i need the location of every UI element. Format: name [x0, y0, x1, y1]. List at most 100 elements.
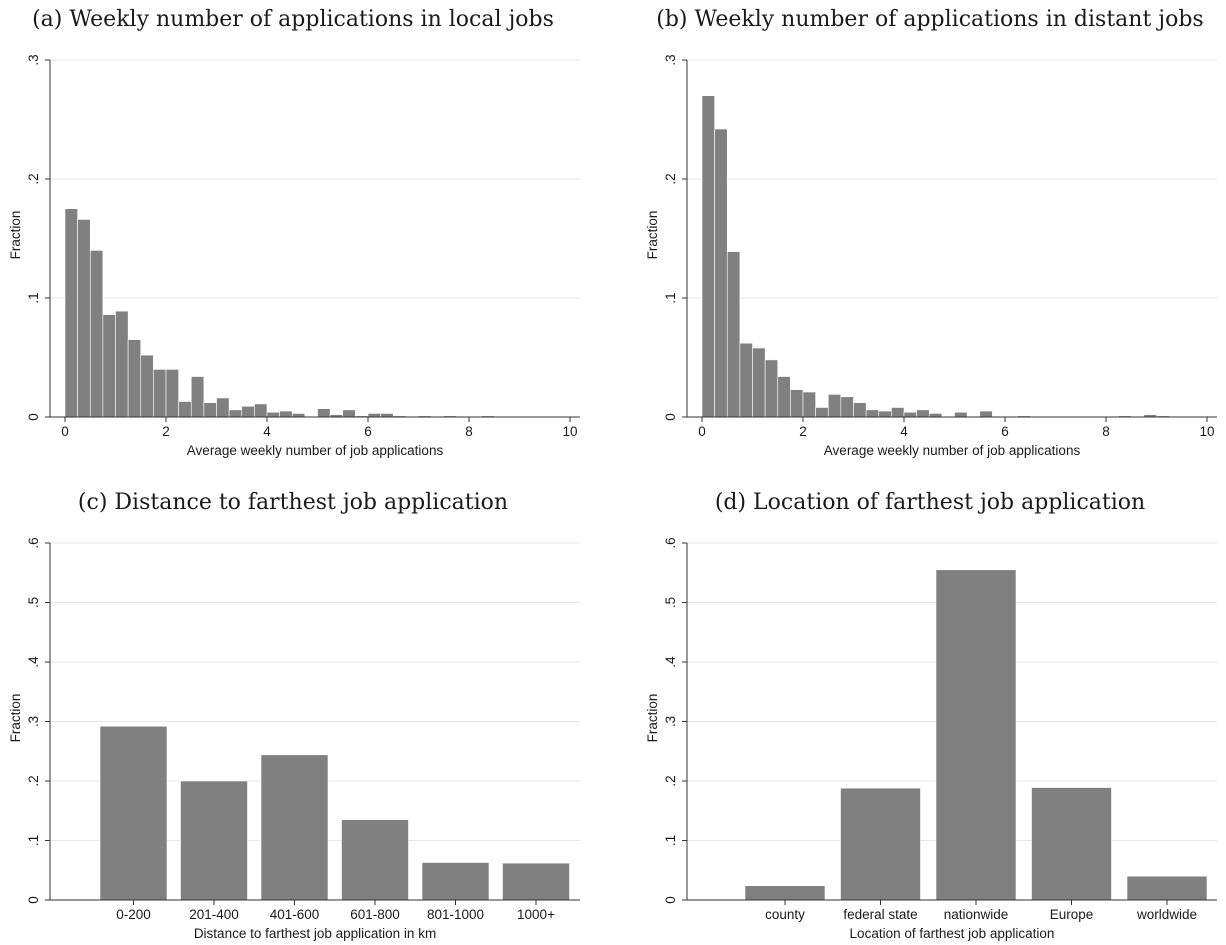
panel-a-histogram-bar: [115, 310, 129, 418]
panel-a-y-tick-label: .2: [26, 173, 41, 184]
panel-d-y-tick-label: .2: [663, 775, 678, 786]
panel-d-y-tick-label: .5: [663, 597, 678, 608]
panel-d-y-tick-label: .1: [663, 835, 678, 846]
panel-a-histogram-bar: [367, 413, 381, 418]
panel-c-bar-601-800: [341, 819, 409, 901]
panel-b-x-tick-label: 4: [900, 424, 908, 439]
panel-a-x-tick-label: 4: [263, 424, 271, 439]
panel-d-y-tick-label: .6: [663, 537, 678, 548]
panel-b-histogram-bar: [701, 95, 715, 418]
panel-b-y-tick-label: .3: [663, 54, 678, 65]
panel-a-y-tick-label: 0: [26, 413, 41, 421]
panel-b-histogram-bar: [815, 407, 829, 418]
panel-b-histogram-bar: [853, 402, 867, 418]
panel-a-histogram-bar: [190, 376, 205, 418]
panel-a-histogram-bar: [291, 413, 306, 418]
panel-b-gridlines: [687, 59, 1217, 299]
panel-b-histogram-bar: [891, 407, 905, 418]
panel-d-y-tick-label: .3: [663, 716, 678, 727]
panel-a-x-tick-label: 10: [562, 424, 577, 439]
panel-a-histogram-bar: [228, 409, 243, 418]
panel-c-x-tick-label: 0-200: [116, 907, 151, 922]
panel-a-histogram-bar: [77, 219, 91, 418]
panel-a-x-tick-label: 6: [364, 424, 372, 439]
panel-c-x-tick-label: 601-800: [350, 907, 400, 922]
panel-b-x-tick-label: 0: [698, 424, 706, 439]
panel-a-y-axis-label: Fraction: [8, 211, 23, 260]
panel-a-histogram-bar: [203, 402, 217, 418]
panel-b-histogram-bar: [840, 396, 854, 418]
panel-b-histogram-bar: [726, 251, 741, 418]
panel-c-x-tick-label: 1000+: [517, 907, 555, 922]
panel-c-y-tick-label: .5: [26, 597, 41, 608]
panel-b-histogram-bar: [928, 413, 943, 418]
panel-b-x-tick-label: 6: [1001, 424, 1009, 439]
panel-b-histogram-bar: [878, 410, 892, 418]
panel-d-location-bar-chart: (d) Location of farthest job application…: [645, 490, 1217, 941]
panel-b-x-tick-label: 2: [799, 424, 807, 439]
panel-c-title: (c) Distance to farthest job application: [78, 490, 508, 515]
panel-d-bars: [744, 569, 1208, 901]
panel-a-histogram-bar: [140, 354, 154, 418]
panel-d-y-axis-label: Fraction: [645, 694, 660, 743]
panel-a-histogram-bar: [102, 314, 116, 418]
panel-c-bars: [99, 725, 570, 901]
panel-b-histogram-bar: [865, 409, 880, 418]
panel-c-distance-bar-chart: (c) Distance to farthest job application…: [8, 490, 580, 941]
panel-a-histogram-bar: [279, 410, 293, 418]
panel-c-x-axis-label: Distance to farthest job application in …: [194, 926, 436, 941]
panel-b-histogram-bar: [764, 359, 779, 418]
panel-d-x-axis-label: Location of farthest job application: [850, 926, 1055, 941]
panel-d-y-tick-label: 0: [663, 896, 678, 904]
panel-c-bar-0-200: [99, 725, 168, 901]
panel-a-histogram-bar: [266, 411, 280, 418]
panel-a-y-tick-label: .3: [26, 54, 41, 65]
panel-b-y-tick-label: 0: [663, 413, 678, 421]
panel-b-bars: [701, 95, 1170, 418]
panel-c-x-tick-label: 201-400: [189, 907, 239, 922]
panel-c-x-tick-label: 401-600: [270, 907, 320, 922]
panel-d-x-tick-label: nationwide: [944, 907, 1009, 922]
panel-a-histogram-bar: [342, 409, 356, 418]
panel-a-histogram-bar: [241, 405, 255, 418]
panel-a-x-tick-label: 0: [61, 424, 69, 439]
panel-a-histogram-bar: [216, 397, 230, 418]
panel-d-axes: 0 .1 .2 .3 .4 .5 .6 county federal state nationwi…: [663, 537, 1217, 922]
panel-a-bars: [64, 208, 495, 418]
panel-b-distant-applications-histogram: (b) Weekly number of applications in dis…: [645, 7, 1217, 458]
panel-c-bar-801-1000: [421, 862, 490, 901]
panel-d-bar-nationwide: [935, 569, 1017, 901]
panel-a-histogram-bar: [153, 369, 167, 418]
panel-a-histogram-bar: [165, 369, 179, 418]
panel-c-x-tick-label: 801-1000: [427, 907, 484, 922]
panel-c-bar-201-400: [180, 780, 248, 901]
panel-c-y-tick-label: .2: [26, 775, 41, 786]
panel-c-y-tick-label: .1: [26, 835, 41, 846]
panel-a-axes: 0 .1 .2 .3 0 2 4 6 8 10: [26, 54, 580, 439]
panel-b-axes: 0 .1 .2 .3 0 2 4 6 8 10: [663, 54, 1217, 439]
panel-a-histogram-bar: [380, 413, 394, 418]
panel-a-x-tick-label: 2: [162, 424, 170, 439]
panel-b-histogram-bar: [714, 128, 728, 418]
panel-b-histogram-bar: [739, 342, 753, 418]
panel-c-bar-401-600: [260, 754, 329, 901]
panel-a-x-tick-label: 8: [465, 424, 473, 439]
panel-a-y-tick-label: .1: [26, 292, 41, 303]
panel-a-gridlines: [50, 59, 580, 299]
panel-b-x-axis-label: Average weekly number of job application…: [824, 443, 1081, 458]
panel-a-local-applications-histogram: (a) Weekly number of applications in loc…: [8, 7, 580, 458]
panel-d-y-tick-label: .4: [663, 656, 678, 668]
panel-d-bar-europe: [1031, 787, 1112, 901]
panel-d-x-tick-label: county: [765, 907, 805, 922]
panel-c-y-tick-label: .6: [26, 537, 41, 548]
panel-c-bar-1000+: [502, 862, 570, 901]
panel-b-histogram-bar: [916, 409, 930, 418]
panel-b-x-tick-label: 10: [1199, 424, 1214, 439]
panel-b-histogram-bar: [954, 411, 968, 418]
panel-b-title: (b) Weekly number of applications in dis…: [656, 7, 1203, 32]
panel-c-axes: 0 .1 .2 .3 .4 .5 .6 0-200 201-400 401-600 601-800 8…: [26, 537, 580, 922]
panel-c-y-tick-label: 0: [26, 896, 41, 904]
panel-a-histogram-bar: [317, 408, 331, 418]
panel-d-bar-worldwide: [1126, 875, 1208, 901]
